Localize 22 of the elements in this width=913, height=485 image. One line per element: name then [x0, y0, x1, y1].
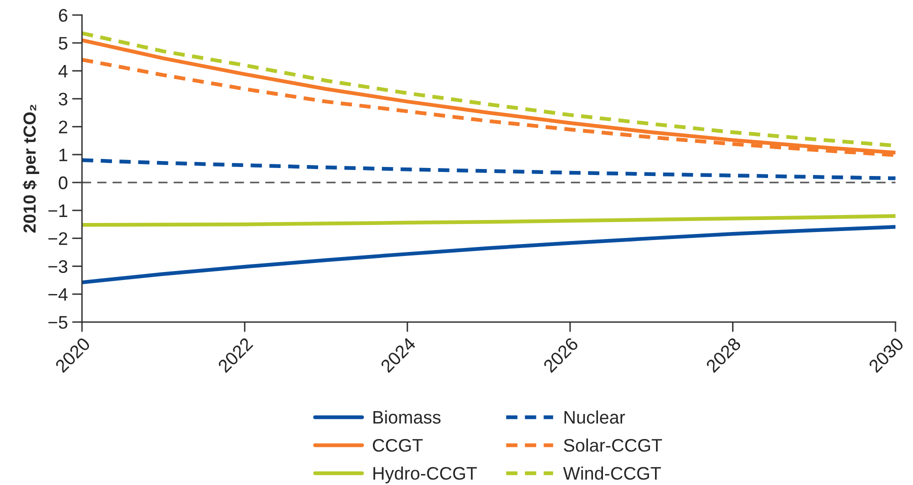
- y-tick-label: 1: [59, 148, 68, 162]
- y-tick-label: 2: [58, 120, 68, 134]
- y-tick-label: −1: [48, 204, 68, 217]
- y-tick-label: −4: [48, 288, 68, 301]
- y-tick-label: 4: [58, 64, 68, 78]
- line-series: [82, 214, 896, 227]
- legend-label: Biomass: [373, 410, 441, 424]
- y-tick-label: 3: [58, 92, 68, 106]
- line-series: [82, 158, 896, 180]
- y-axis-title: 2010 $ per tCO₂: [22, 104, 40, 233]
- y-tick-label: −3: [48, 260, 68, 273]
- legend-label: Hydro-CCGT: [373, 466, 477, 484]
- line-series: [82, 224, 896, 284]
- legend-label: Solar-CCGT: [564, 438, 662, 452]
- y-tick-label: 0: [58, 176, 68, 190]
- y-tick-label: −2: [48, 232, 68, 245]
- legend-label: CCGT: [372, 438, 423, 452]
- legend-label: Nuclear: [564, 410, 625, 424]
- y-tick-label: 6: [58, 8, 68, 22]
- legend-label: Wind-CCGT: [563, 466, 661, 480]
- y-tick-label: 5: [58, 37, 68, 50]
- y-tick-label: −5: [48, 316, 68, 329]
